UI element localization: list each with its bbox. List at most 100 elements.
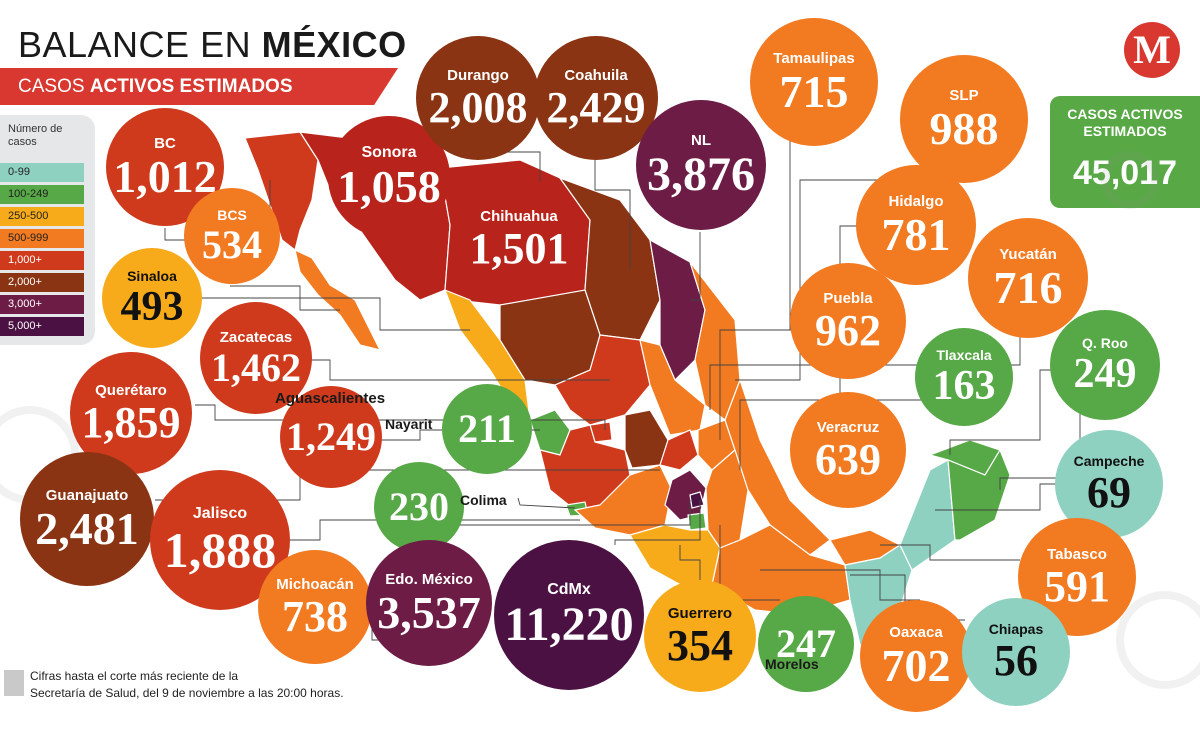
state-value: 534: [202, 222, 262, 267]
state-value: 69: [1087, 468, 1131, 517]
footnote-marker: [4, 670, 24, 696]
state-value: 2,429: [546, 82, 646, 132]
state-name: Morelos: [765, 656, 819, 672]
leader-line: [949, 369, 1060, 455]
state-name: Oaxaca: [889, 623, 943, 641]
state-value: 1,501: [469, 223, 569, 273]
state-name: Tlaxcala: [936, 347, 992, 363]
state-value: 1,012: [113, 150, 217, 202]
state-name: Coahuila: [564, 66, 628, 84]
subtitle-bold: ACTIVOS ESTIMADOS: [89, 76, 293, 97]
footnote-line-1: Cifras hasta el corte más reciente de la: [30, 669, 239, 683]
state-name: Chihuahua: [480, 207, 558, 225]
state-name: Tamaulipas: [773, 49, 855, 67]
state-bubble-edo-m-xico: Edo. México 3,537: [366, 540, 492, 666]
legend-item: 0-99: [0, 163, 84, 182]
state-bubble-guerrero: Guerrero 354: [644, 580, 756, 692]
state-name: Q. Roo: [1082, 335, 1128, 351]
leader-line: [679, 545, 701, 580]
state-bubble-yucat-n: Yucatán 716: [968, 218, 1088, 338]
state-value: 163: [932, 363, 996, 409]
state-name: Sonora: [361, 144, 417, 161]
state-value: 493: [120, 284, 184, 330]
state-value: 3,537: [377, 586, 481, 638]
state-value: 11,220: [504, 598, 634, 651]
footnote-line-2: Secretaría de Salud, del 9 de noviembre …: [30, 686, 344, 700]
leader-line: [195, 404, 606, 430]
leader-line: [760, 569, 920, 601]
subtitle-banner: CASOS ACTIVOS ESTIMADOS: [0, 68, 398, 105]
state-bubble-guanajuato: Guanajuato 2,481: [20, 452, 154, 586]
legend-item: 5,000+: [0, 317, 84, 336]
legend-item: 1,000+: [0, 251, 84, 270]
leader-line: [517, 497, 576, 509]
leader-line: [690, 232, 701, 301]
state-name: CdMx: [547, 581, 591, 598]
state-value: 702: [881, 639, 951, 691]
region-queretaro: [659, 429, 699, 471]
state-bubble-nl: NL 3,876: [636, 100, 766, 230]
state-bubble-hidalgo: Hidalgo 781: [856, 165, 976, 285]
state-bubble-puebla: Puebla 962: [790, 263, 906, 379]
state-value: 56: [994, 636, 1038, 685]
state-name: SLP: [949, 86, 979, 104]
logo-letter: M: [1133, 27, 1171, 72]
state-bubble-q-roo: Q. Roo 249: [1050, 310, 1160, 420]
state-bubble-tlaxcala: Tlaxcala 163: [915, 328, 1013, 426]
state-name: Chiapas: [988, 621, 1044, 637]
leader-line: [614, 500, 701, 545]
state-name: Querétaro: [95, 381, 167, 399]
total-label: CASOS ACTIVOS ESTIMADOS: [1067, 106, 1183, 139]
state-value: 2,481: [35, 502, 139, 554]
state-value: 1,058: [337, 161, 441, 212]
legend-title: Número de casos: [8, 123, 63, 148]
footnote: Cifras hasta el corte más reciente de la…: [30, 668, 344, 702]
leader-line: [935, 483, 1055, 511]
state-value: 211: [458, 406, 516, 451]
state-bubble-chihuahua: Chihuahua 1,501: [458, 178, 580, 300]
state-name: Sinaloa: [127, 268, 177, 284]
region-slp: [639, 339, 706, 436]
state-name: Guerrero: [667, 604, 733, 622]
state-bubble-durango: Durango 2,008: [416, 36, 540, 160]
state-bubble-oaxaca: Oaxaca 702: [860, 600, 972, 712]
brand-logo: M: [1124, 22, 1180, 78]
state-value: 715: [779, 65, 849, 117]
state-name: Zacatecas: [219, 328, 293, 346]
state-bubble-slp: SLP 988: [900, 55, 1028, 183]
state-value: 1,462: [211, 344, 301, 390]
state-bubble-campeche: Campeche 69: [1055, 430, 1163, 538]
region-campeche: [899, 459, 956, 571]
state-bubble-tamaulipas: Tamaulipas 715: [750, 18, 878, 146]
title-plain: BALANCE EN: [18, 24, 262, 65]
state-name: Guanajuato: [45, 486, 129, 504]
state-name: BC: [154, 134, 176, 152]
state-bubble-coahuila: Coahuila 2,429: [534, 36, 658, 160]
state-bubble-zacatecas: Zacatecas 1,462: [200, 302, 312, 414]
state-value: 249: [1073, 351, 1137, 397]
state-name: Colima: [460, 492, 507, 508]
state-value: 988: [929, 102, 999, 154]
state-name: Puebla: [823, 289, 873, 307]
state-bubble-colima: 230: [374, 462, 464, 552]
leader-line: [880, 544, 1020, 561]
state-name: BCS: [217, 207, 247, 223]
state-value: 2,008: [428, 82, 528, 132]
state-name: Nayarit: [385, 416, 433, 432]
state-value: 1,249: [286, 414, 376, 459]
legend: Número de casos 0-99 100-249 250-500 500-99…: [0, 115, 95, 345]
state-name: NL: [691, 131, 711, 149]
state-bubble-aguascalientes: 1,249: [280, 386, 382, 488]
region-veracruz: [724, 378, 831, 556]
total-box: CASOS ACTIVOS ESTIMADOS 45,017: [1050, 96, 1200, 208]
state-bubble-nayarit: 211: [442, 384, 532, 474]
leader-line: [200, 297, 470, 331]
region-morelos: [687, 512, 707, 531]
leader-line: [594, 160, 631, 270]
legend-item: 500-999: [0, 229, 84, 248]
state-bubble-sinaloa: Sinaloa 493: [102, 248, 202, 348]
state-name: Campeche: [1073, 453, 1145, 469]
region-cdmx: [689, 491, 705, 509]
state-name: Jalisco: [192, 505, 248, 522]
